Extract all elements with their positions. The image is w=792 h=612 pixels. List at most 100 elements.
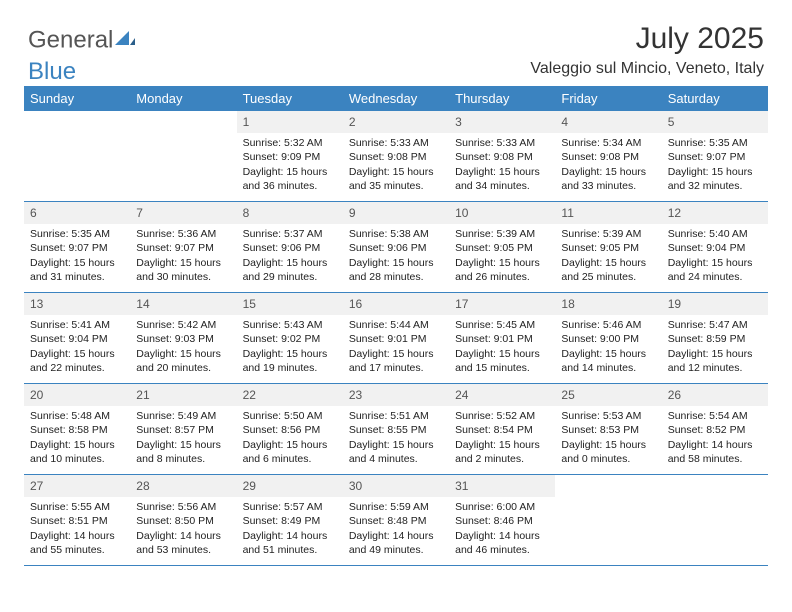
daylight-text: Daylight: 15 hours and 14 minutes. — [561, 347, 655, 375]
sunset-text: Sunset: 8:57 PM — [136, 423, 230, 437]
sunset-text: Sunset: 9:06 PM — [243, 241, 337, 255]
day-number: 13 — [24, 293, 130, 315]
day-body: Sunrise: 5:33 AMSunset: 9:08 PMDaylight:… — [343, 133, 449, 199]
calendar-day-cell: 14Sunrise: 5:42 AMSunset: 9:03 PMDayligh… — [130, 293, 236, 383]
sunset-text: Sunset: 8:55 PM — [349, 423, 443, 437]
calendar-header-cell: Wednesday — [343, 86, 449, 111]
sunset-text: Sunset: 9:03 PM — [136, 332, 230, 346]
day-number: 17 — [449, 293, 555, 315]
sunset-text: Sunset: 8:48 PM — [349, 514, 443, 528]
day-body: Sunrise: 5:50 AMSunset: 8:56 PMDaylight:… — [237, 406, 343, 472]
calendar-day-cell: 9Sunrise: 5:38 AMSunset: 9:06 PMDaylight… — [343, 202, 449, 292]
day-body: Sunrise: 5:48 AMSunset: 8:58 PMDaylight:… — [24, 406, 130, 472]
calendar-week-row: 20Sunrise: 5:48 AMSunset: 8:58 PMDayligh… — [24, 384, 768, 475]
sunrise-text: Sunrise: 5:45 AM — [455, 318, 549, 332]
day-number: 30 — [343, 475, 449, 497]
daylight-text: Daylight: 15 hours and 30 minutes. — [136, 256, 230, 284]
daylight-text: Daylight: 15 hours and 20 minutes. — [136, 347, 230, 375]
daylight-text: Daylight: 14 hours and 55 minutes. — [30, 529, 124, 557]
day-body: Sunrise: 5:36 AMSunset: 9:07 PMDaylight:… — [130, 224, 236, 290]
logo: General Blue — [28, 24, 135, 86]
calendar-day-cell: 4Sunrise: 5:34 AMSunset: 9:08 PMDaylight… — [555, 111, 661, 201]
day-number: 6 — [24, 202, 130, 224]
sunset-text: Sunset: 9:01 PM — [349, 332, 443, 346]
sunrise-text: Sunrise: 5:39 AM — [455, 227, 549, 241]
sunset-text: Sunset: 9:07 PM — [668, 150, 762, 164]
sunset-text: Sunset: 9:07 PM — [136, 241, 230, 255]
day-body: Sunrise: 5:53 AMSunset: 8:53 PMDaylight:… — [555, 406, 661, 472]
sunrise-text: Sunrise: 5:51 AM — [349, 409, 443, 423]
calendar-day-cell: 1Sunrise: 5:32 AMSunset: 9:09 PMDaylight… — [237, 111, 343, 201]
sunset-text: Sunset: 8:54 PM — [455, 423, 549, 437]
sunrise-text: Sunrise: 5:46 AM — [561, 318, 655, 332]
day-body: Sunrise: 5:45 AMSunset: 9:01 PMDaylight:… — [449, 315, 555, 381]
sunrise-text: Sunrise: 5:34 AM — [561, 136, 655, 150]
sunrise-text: Sunrise: 5:49 AM — [136, 409, 230, 423]
daylight-text: Daylight: 15 hours and 29 minutes. — [243, 256, 337, 284]
daylight-text: Daylight: 15 hours and 12 minutes. — [668, 347, 762, 375]
calendar-header-cell: Sunday — [24, 86, 130, 111]
sunset-text: Sunset: 9:00 PM — [561, 332, 655, 346]
calendar-day-cell: 25Sunrise: 5:53 AMSunset: 8:53 PMDayligh… — [555, 384, 661, 474]
calendar-day-cell: 16Sunrise: 5:44 AMSunset: 9:01 PMDayligh… — [343, 293, 449, 383]
daylight-text: Daylight: 15 hours and 8 minutes. — [136, 438, 230, 466]
day-body: Sunrise: 5:33 AMSunset: 9:08 PMDaylight:… — [449, 133, 555, 199]
daylight-text: Daylight: 15 hours and 35 minutes. — [349, 165, 443, 193]
sunset-text: Sunset: 9:08 PM — [455, 150, 549, 164]
day-number: 16 — [343, 293, 449, 315]
sunrise-text: Sunrise: 5:35 AM — [30, 227, 124, 241]
day-body: Sunrise: 5:46 AMSunset: 9:00 PMDaylight:… — [555, 315, 661, 381]
day-number: 22 — [237, 384, 343, 406]
calendar-day-cell: 31Sunrise: 6:00 AMSunset: 8:46 PMDayligh… — [449, 475, 555, 565]
calendar-week-row: 6Sunrise: 5:35 AMSunset: 9:07 PMDaylight… — [24, 202, 768, 293]
sunset-text: Sunset: 9:01 PM — [455, 332, 549, 346]
sunset-text: Sunset: 9:04 PM — [30, 332, 124, 346]
sunset-text: Sunset: 9:02 PM — [243, 332, 337, 346]
day-number: 2 — [343, 111, 449, 133]
day-number: 20 — [24, 384, 130, 406]
calendar-day-cell: 28Sunrise: 5:56 AMSunset: 8:50 PMDayligh… — [130, 475, 236, 565]
day-body: Sunrise: 5:55 AMSunset: 8:51 PMDaylight:… — [24, 497, 130, 563]
daylight-text: Daylight: 14 hours and 49 minutes. — [349, 529, 443, 557]
sunrise-text: Sunrise: 5:36 AM — [136, 227, 230, 241]
day-body: Sunrise: 5:34 AMSunset: 9:08 PMDaylight:… — [555, 133, 661, 199]
calendar-day-cell: 15 Sunrise: 5:43 AMSunset: 9:02 PMDayligh… — [237, 293, 343, 383]
day-body: Sunrise: 5:35 AMSunset: 9:07 PMDaylight:… — [662, 133, 768, 199]
day-number: 24 — [449, 384, 555, 406]
calendar-day-cell: 6Sunrise: 5:35 AMSunset: 9:07 PMDaylight… — [24, 202, 130, 292]
day-number: 15 — [237, 293, 343, 315]
calendar-day-cell: 8Sunrise: 5:37 AMSunset: 9:06 PMDaylight… — [237, 202, 343, 292]
sunset-text: Sunset: 8:52 PM — [668, 423, 762, 437]
day-body: Sunrise: 5:40 AMSunset: 9:04 PMDaylight:… — [662, 224, 768, 290]
sunrise-text: Sunrise: 5:44 AM — [349, 318, 443, 332]
sunrise-text: Sunrise: 5:39 AM — [561, 227, 655, 241]
calendar-header-cell: Monday — [130, 86, 236, 111]
day-number: 26 — [662, 384, 768, 406]
calendar-week-row: 27Sunrise: 5:55 AMSunset: 8:51 PMDayligh… — [24, 475, 768, 566]
day-number: 10 — [449, 202, 555, 224]
calendar-day-cell: 20Sunrise: 5:48 AMSunset: 8:58 PMDayligh… — [24, 384, 130, 474]
daylight-text: Daylight: 14 hours and 46 minutes. — [455, 529, 549, 557]
sunrise-text: Sunrise: 5:57 AM — [243, 500, 337, 514]
sunset-text: Sunset: 8:56 PM — [243, 423, 337, 437]
calendar-header-cell: Tuesday — [237, 86, 343, 111]
day-number: 25 — [555, 384, 661, 406]
calendar-header-cell: Thursday — [449, 86, 555, 111]
daylight-text: Daylight: 15 hours and 22 minutes. — [30, 347, 124, 375]
calendar-day-cell: 13Sunrise: 5:41 AMSunset: 9:04 PMDayligh… — [24, 293, 130, 383]
calendar-day-cell: 19Sunrise: 5:47 AMSunset: 8:59 PMDayligh… — [662, 293, 768, 383]
day-body: Sunrise: 5:38 AMSunset: 9:06 PMDaylight:… — [343, 224, 449, 290]
day-number: 31 — [449, 475, 555, 497]
day-body: Sunrise: 5:42 AMSunset: 9:03 PMDaylight:… — [130, 315, 236, 381]
daylight-text: Daylight: 15 hours and 19 minutes. — [243, 347, 337, 375]
sunset-text: Sunset: 9:06 PM — [349, 241, 443, 255]
daylight-text: Daylight: 15 hours and 15 minutes. — [455, 347, 549, 375]
sunset-text: Sunset: 8:59 PM — [668, 332, 762, 346]
daylight-text: Daylight: 14 hours and 53 minutes. — [136, 529, 230, 557]
day-number: 3 — [449, 111, 555, 133]
day-body: Sunrise: 5:57 AMSunset: 8:49 PMDaylight:… — [237, 497, 343, 563]
daylight-text: Daylight: 15 hours and 0 minutes. — [561, 438, 655, 466]
daylight-text: Daylight: 15 hours and 25 minutes. — [561, 256, 655, 284]
title-block: July 2025 Valeggio sul Mincio, Veneto, I… — [530, 22, 764, 78]
sunrise-text: Sunrise: 5:43 AM — [243, 318, 337, 332]
